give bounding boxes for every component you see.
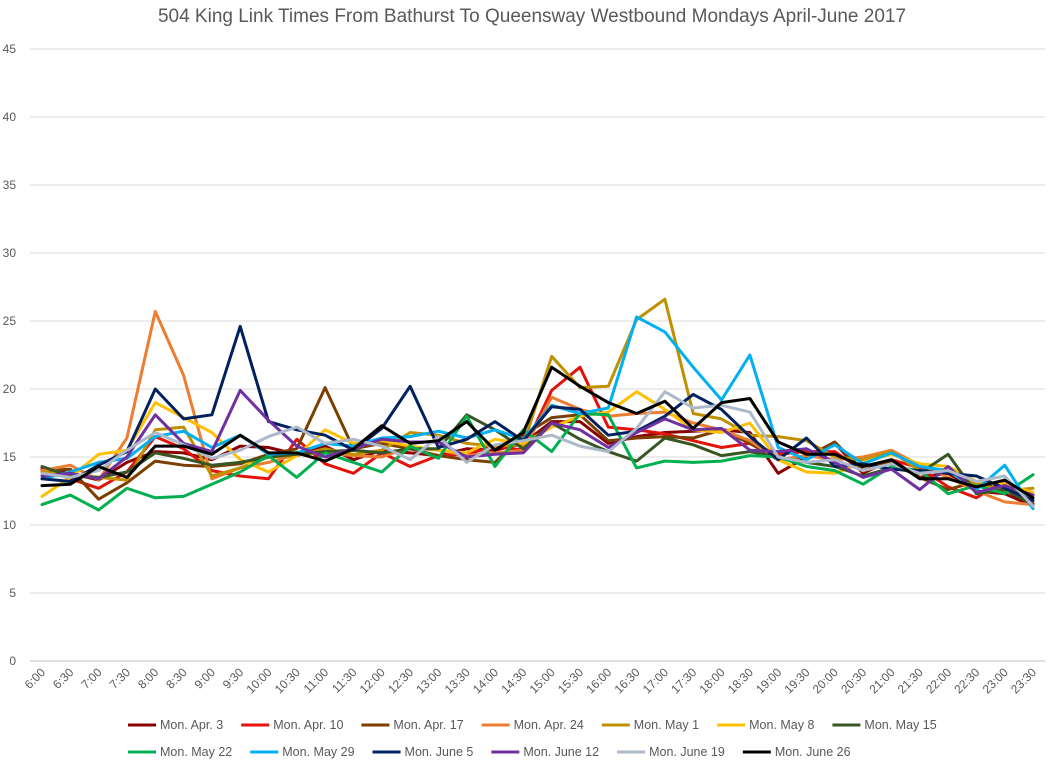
x-tick-label: 10:30 [272, 665, 303, 696]
legend-label: Mon. Apr. 17 [393, 718, 463, 732]
x-tick-label: 11:00 [301, 665, 332, 696]
x-tick-label: 15:30 [555, 665, 586, 696]
y-tick-label: 10 [3, 518, 17, 532]
legend-label: Mon. May 15 [864, 718, 936, 732]
x-tick-label: 17:30 [668, 665, 699, 696]
x-tick-label: 8:30 [163, 665, 190, 692]
x-tick-label: 6:30 [50, 665, 77, 692]
x-tick-label: 10:00 [244, 665, 275, 696]
x-tick-label: 18:30 [725, 665, 756, 696]
x-tick-label: 16:00 [583, 665, 614, 696]
series-line-3 [40, 310, 1035, 507]
x-tick-label: 9:00 [192, 665, 219, 692]
x-tick-label: 7:30 [107, 665, 134, 692]
x-tick-label: 12:30 [385, 665, 416, 696]
gridlines [30, 48, 1045, 662]
series-lines [40, 297, 1035, 512]
x-tick-label: 23:30 [1008, 665, 1039, 696]
x-tick-label: 22:30 [951, 665, 982, 696]
legend-label: Mon. May 22 [160, 745, 232, 759]
series-line-9 [40, 324, 1035, 502]
x-tick-label: 14:30 [498, 665, 529, 696]
x-tick-label: 21:00 [866, 665, 897, 696]
legend-label: Mon. Apr. 24 [514, 718, 584, 732]
x-tick-label: 22:00 [923, 665, 954, 696]
x-axis-ticks: 6:00 6:30 7:00 7:30 8:00 8:30 9:00 9:3010:0010:… [22, 665, 1040, 696]
chart-title: 504 King Link Times From Bathurst To Que… [158, 6, 906, 27]
x-tick-label: 7:00 [78, 665, 105, 692]
y-tick-label: 5 [9, 586, 16, 600]
x-tick-label: 15:00 [527, 665, 558, 696]
y-tick-label: 45 [3, 42, 17, 56]
series-line-11 [40, 390, 1035, 508]
series-line-7 [40, 412, 1035, 512]
y-axis-ticks: 0 5 10 15 20 25 30 35 40 45 [3, 42, 17, 668]
legend-label: Mon. May 1 [634, 718, 699, 732]
x-tick-label: 19:30 [781, 665, 812, 696]
x-tick-label: 20:00 [810, 665, 841, 696]
series-line-6 [40, 413, 1035, 507]
y-tick-label: 0 [9, 654, 16, 668]
x-tick-label: 21:30 [895, 665, 926, 696]
legend-label: Mon. Apr. 10 [273, 718, 343, 732]
x-tick-label: 14:00 [470, 665, 501, 696]
y-tick-label: 30 [3, 246, 17, 260]
x-tick-label: 6:00 [22, 665, 49, 692]
legend-label: Mon. June 26 [775, 745, 851, 759]
y-tick-label: 25 [3, 314, 17, 328]
x-tick-label: 9:30 [220, 665, 247, 692]
legend-label: Mon. June 12 [523, 745, 599, 759]
x-tick-label: 20:30 [838, 665, 869, 696]
x-tick-label: 11:30 [329, 665, 360, 696]
x-tick-label: 13:00 [413, 665, 444, 696]
legend-label: Mon. June 5 [405, 745, 474, 759]
x-tick-label: 16:30 [612, 665, 643, 696]
y-tick-label: 20 [3, 382, 17, 396]
x-tick-label: 17:00 [640, 665, 671, 696]
legend-label: Mon. May 29 [282, 745, 354, 759]
x-tick-label: 12:00 [357, 665, 388, 696]
x-tick-label: 19:00 [753, 665, 784, 696]
y-tick-label: 40 [3, 110, 17, 124]
x-tick-label: 13:30 [442, 665, 473, 696]
legend-label: Mon. June 19 [649, 745, 725, 759]
x-tick-label: 18:00 [697, 665, 728, 696]
series-line-8 [40, 315, 1035, 511]
y-tick-label: 35 [3, 178, 17, 192]
series-line-12 [40, 365, 1035, 500]
x-tick-label: 23:00 [980, 665, 1011, 696]
legend-label: Mon. May 8 [749, 718, 814, 732]
y-tick-label: 15 [3, 450, 17, 464]
legend-label: Mon. Apr. 3 [160, 718, 223, 732]
x-tick-label: 8:00 [135, 665, 162, 692]
legend: Mon. Apr. 3 Mon. Apr. 10 Mon. Apr. 17 Mon. … [128, 718, 937, 759]
